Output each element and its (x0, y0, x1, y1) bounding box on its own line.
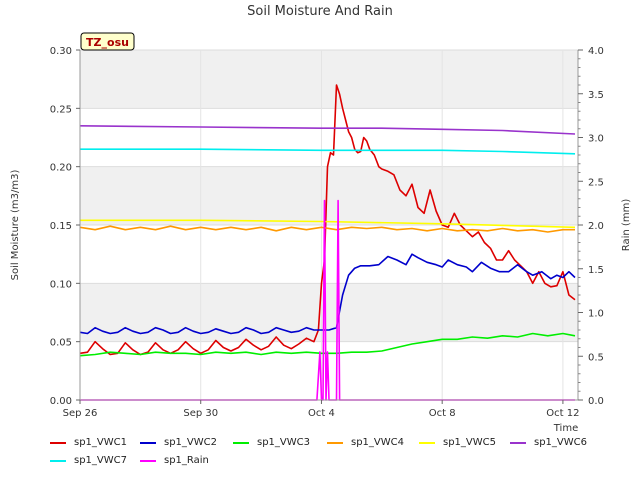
legend-label: sp1_Rain (164, 455, 209, 466)
grid-band (80, 166, 578, 225)
legend-swatch (327, 442, 343, 444)
x-tick-label: Sep 30 (183, 408, 218, 419)
site-badge-box (80, 32, 135, 51)
series-line (79, 84, 576, 356)
y-tick-label-left: 0.05 (50, 338, 72, 349)
legend-swatch (140, 442, 156, 444)
legend-swatch (140, 460, 156, 462)
y-tick-label-right: 4.0 (588, 46, 604, 57)
legend-swatch (510, 442, 526, 444)
y-tick-label-left: 0.20 (50, 163, 72, 174)
legend-label: sp1_VWC6 (534, 437, 587, 448)
series-line (79, 125, 576, 135)
y-tick-label-right: 0.0 (588, 396, 604, 407)
series-line (80, 219, 576, 229)
legend-swatch (419, 442, 435, 444)
legend-swatch (50, 460, 66, 462)
legend-swatch (50, 442, 66, 444)
grid-bands (79, 49, 578, 401)
chart-title: Soil Moisture And Rain (247, 4, 393, 19)
y-tick-label-right: 1.5 (588, 265, 604, 276)
legend-label: sp1_VWC4 (351, 437, 404, 448)
legend-label: sp1_VWC5 (443, 437, 496, 448)
y-tick-label-left: 0.00 (50, 396, 72, 407)
y-tick-label-left: 0.10 (50, 279, 72, 290)
legend-label: sp1_VWC3 (257, 437, 310, 448)
series-line (79, 332, 576, 357)
legend-label: sp1_VWC7 (74, 455, 127, 466)
x-tick-label: Oct 4 (308, 408, 335, 419)
site-badge: TZ_osu (80, 32, 135, 51)
series-line (80, 148, 576, 155)
y-tick-label-left: 0.15 (50, 221, 72, 232)
axes: 0.00 0.05 0.10 0.15 0.20 0.25 0.30 0.0 0.5 1.0 1.5… (50, 46, 604, 419)
x-axis-label: Time (553, 423, 578, 434)
legend-label: sp1_VWC1 (74, 437, 127, 448)
legend-label: sp1_VWC2 (164, 437, 217, 448)
y-axis-right-label: Rain (mm) (621, 199, 632, 252)
y-tick-label-right: 2.0 (588, 221, 604, 232)
site-badge-label: TZ_osu (86, 36, 129, 49)
y-tick-label-right: 3.5 (588, 90, 604, 101)
series-line (79, 225, 575, 233)
y-tick-label-right: 3.0 (588, 134, 604, 145)
grid-band (80, 225, 578, 284)
grid-band (80, 50, 578, 109)
y-tick-label-left: 0.30 (50, 46, 72, 57)
y-tick-label-right: 1.0 (588, 309, 604, 320)
x-tick-label: Oct 8 (429, 408, 456, 419)
x-tick-label: Oct 12 (546, 408, 579, 419)
y-axis-left-label: Soil Moisture (m3/m3) (10, 170, 21, 281)
y-tick-label-left: 0.25 (50, 104, 72, 115)
legend-swatch (233, 442, 249, 444)
grid-band (80, 283, 578, 342)
x-tick-label: Sep 26 (63, 408, 98, 419)
y-tick-label-right: 2.5 (588, 177, 604, 188)
y-tick-label-right: 0.5 (588, 352, 604, 363)
